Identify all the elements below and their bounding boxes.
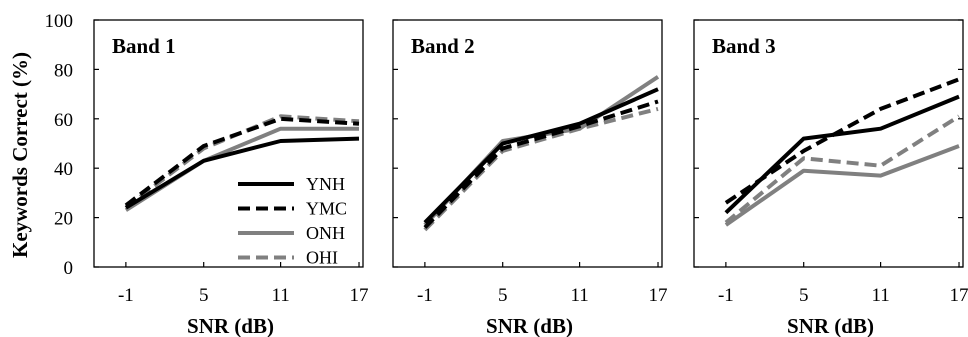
legend-label: YNH: [306, 174, 345, 194]
x-axis-label: SNR (dB): [187, 314, 274, 337]
x-tick-label: 5: [199, 285, 209, 306]
series-line-onh: [726, 146, 959, 225]
panel-2: -1 5 11 17 SNR (dB) Band 2: [393, 20, 668, 337]
series-line-ymc: [726, 79, 959, 203]
x-tick-label: 17: [649, 285, 668, 306]
panel-title: Band 1: [112, 34, 176, 58]
x-tick-label: 17: [950, 285, 968, 306]
panel-title: Band 2: [411, 34, 475, 58]
legend-label: YMC: [306, 199, 347, 219]
x-tick-label: 5: [799, 285, 809, 306]
series-line-ynh: [425, 89, 658, 222]
y-tick-label: 80: [54, 60, 73, 81]
panel-title: Band 3: [712, 34, 776, 58]
x-tick-label: 11: [871, 285, 889, 306]
y-tick-label: 20: [54, 209, 73, 230]
y-tick-label: 100: [45, 11, 74, 32]
x-tick-label: -1: [718, 285, 734, 306]
y-tick-label: 0: [64, 258, 74, 279]
legend-label: OHI: [306, 248, 338, 268]
series-line-onh: [425, 77, 658, 225]
y-axis-label: Keywords Correct (%): [8, 52, 32, 258]
x-axis-label: SNR (dB): [787, 314, 874, 337]
x-tick-label: 17: [350, 285, 369, 306]
legend-label: ONH: [306, 223, 345, 243]
y-tick-label: 40: [54, 159, 73, 180]
series-line-ohi: [425, 109, 658, 230]
panel-3: -1 5 11 17 SNR (dB) Band 3: [694, 20, 968, 337]
x-tick-label: 11: [271, 285, 289, 306]
x-axis-label: SNR (dB): [486, 314, 573, 337]
x-tick-label: -1: [118, 285, 134, 306]
x-tick-label: 5: [498, 285, 508, 306]
y-tick-label: 60: [54, 110, 73, 131]
x-tick-label: 11: [570, 285, 588, 306]
series-line-ymc: [425, 102, 658, 228]
x-tick-label: -1: [417, 285, 433, 306]
